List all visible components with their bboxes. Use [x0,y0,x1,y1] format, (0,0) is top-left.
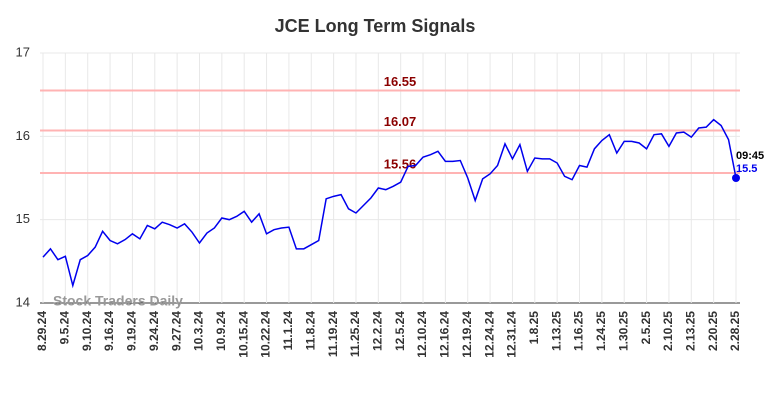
x-tick-label: 1.13.25 [549,311,563,351]
last-time: 09:45 [736,150,764,162]
x-tick-label: 1.16.25 [572,311,586,351]
x-tick-label: 11.8.24 [303,311,317,351]
x-tick-label: 10.15.24 [236,311,250,358]
x-tick-label: 2.10.25 [661,311,675,351]
y-tick-label: 15 [16,211,30,226]
x-tick-label: 9.10.24 [80,311,94,351]
x-tick-label: 12.10.24 [415,311,429,358]
last-value: 15.5 [736,163,757,175]
x-tick-label: 2.5.25 [639,311,653,345]
x-tick-label: 12.31.24 [505,311,519,358]
x-tick-label: 12.2.24 [370,311,384,351]
x-tick-label: 10.3.24 [192,311,206,351]
x-tick-label: 8.29.24 [35,311,49,351]
x-tick-label: 9.24.24 [147,311,161,351]
chart-title: JCE Long Term Signals [275,16,476,36]
x-tick-label: 9.5.24 [58,311,72,345]
x-tick-label: 12.24.24 [482,311,496,358]
x-tick-label: 2.13.25 [683,311,697,351]
x-tick-label: 1.8.25 [527,311,541,345]
x-tick-label: 1.30.25 [616,311,630,351]
x-tick-label: 12.16.24 [438,311,452,358]
signal-label: 16.55 [384,74,417,89]
x-tick-label: 11.19.24 [326,311,340,357]
x-tick-label: 1.24.25 [594,311,608,351]
x-tick-label: 9.27.24 [169,311,183,351]
x-tick-label: 9.16.24 [102,311,116,351]
x-tick-label: 12.19.24 [460,311,474,358]
x-tick-label: 11.25.24 [348,311,362,357]
signal-label: 16.07 [384,114,417,129]
x-tick-label: 9.19.24 [125,311,139,351]
y-tick-label: 16 [16,128,30,143]
x-tick-label: 10.9.24 [214,311,228,351]
last-point [732,174,740,182]
x-tick-label: 11.1.24 [281,311,295,351]
watermark: Stock Traders Daily [53,293,183,309]
price-line [42,118,737,289]
x-tick-label: 2.28.25 [728,311,742,351]
x-tick-label: 2.20.25 [706,311,720,351]
x-tick-label: 12.5.24 [393,311,407,351]
signal-label: 15.56 [384,156,417,171]
y-tick-label: 14 [16,294,30,309]
x-tick-label: 10.22.24 [259,311,273,358]
y-tick-label: 17 [16,44,30,59]
